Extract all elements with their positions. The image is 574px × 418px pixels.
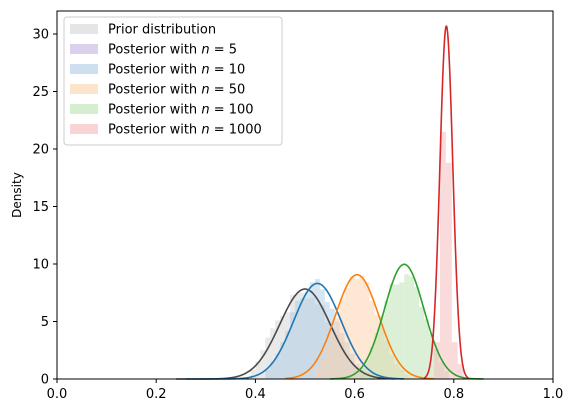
hist-bar-posterior-with-n-50 <box>369 300 375 379</box>
hist-bar-posterior-with-n-50 <box>354 278 360 379</box>
y-tick-label: 20 <box>32 143 49 158</box>
x-tick-label: 0.6 <box>344 387 365 402</box>
legend: Prior distribution Posterior with n = 5 Po… <box>63 16 283 146</box>
x-tick-label: 0.8 <box>443 387 464 402</box>
hist-bar-posterior-with-n-50 <box>324 346 330 379</box>
histogram-layer <box>250 131 464 379</box>
hist-bar-posterior-with-n-100 <box>389 283 395 379</box>
legend-frame <box>63 16 283 146</box>
hist-bar-posterior-with-n-100 <box>369 346 375 379</box>
hist-bar-posterior-with-n-50 <box>319 359 325 379</box>
hist-bar-posterior-with-n-10 <box>319 289 325 379</box>
hist-bar-posterior-with-n-50 <box>349 276 355 379</box>
hist-bar-prior-distribution <box>255 361 261 379</box>
legend-swatch <box>70 64 98 74</box>
legend-entry-label: Posterior with n = 100 <box>108 103 254 118</box>
hist-bar-posterior-with-n-10 <box>314 278 320 379</box>
hist-bar-posterior-with-n-100 <box>374 333 380 379</box>
y-tick-label: 15 <box>32 200 49 215</box>
legend-entry-label: Posterior with n = 50 <box>108 83 245 98</box>
hist-bar-posterior-with-n-100 <box>394 284 400 379</box>
hist-bar-posterior-with-n-1000 <box>445 162 452 379</box>
y-tick-label: 10 <box>32 258 49 273</box>
legend-swatch <box>70 24 98 34</box>
hist-bar-posterior-with-n-50 <box>364 282 370 379</box>
legend-entry-label: Posterior with n = 10 <box>108 63 245 78</box>
x-tick-label: 0.2 <box>146 387 167 402</box>
hist-bar-posterior-with-n-10 <box>305 291 310 379</box>
plot-area-frame <box>56 10 554 380</box>
hist-bar-posterior-with-n-100 <box>364 359 370 379</box>
hist-bar-posterior-with-n-10 <box>309 282 315 379</box>
hist-bar-posterior-with-n-50 <box>334 318 340 379</box>
legend-entry-label: Posterior with n = 5 <box>108 43 237 58</box>
hist-bar-posterior-with-n-50 <box>339 298 345 379</box>
hist-bar-posterior-with-n-1000 <box>439 131 446 379</box>
kde-curve-posterior-with-n-100 <box>329 263 484 380</box>
y-tick-label: 30 <box>32 28 49 43</box>
hist-bar-posterior-with-n-1000 <box>451 342 458 379</box>
hist-bar-prior-distribution <box>260 350 266 379</box>
legend-entry-label: Posterior with n = 1000 <box>108 123 262 138</box>
y-tick-label: 5 <box>41 315 49 330</box>
legend-swatch <box>70 44 98 54</box>
y-axis-label: Density <box>10 172 24 218</box>
hist-bar-posterior-with-n-10 <box>300 298 305 379</box>
hist-bar-prior-distribution <box>270 328 276 379</box>
legend-swatch <box>70 84 98 94</box>
hist-bar-posterior-with-n-50 <box>359 275 365 379</box>
hist-bar-posterior-with-n-10 <box>295 300 301 379</box>
hist-bar-posterior-with-n-100 <box>424 319 429 379</box>
hist-bar-posterior-with-n-100 <box>404 274 410 379</box>
y-tick-label: 25 <box>32 85 49 100</box>
y-tick-label: 0 <box>41 373 49 388</box>
hist-bar-posterior-with-n-10 <box>280 342 286 379</box>
hist-bar-posterior-with-n-100 <box>399 282 405 379</box>
y-axis-ticks: 0 5 10 15 20 25 30 <box>32 28 57 388</box>
hist-bar-posterior-with-n-10 <box>270 361 276 379</box>
hist-bar-posterior-with-n-50 <box>329 333 335 379</box>
x-tick-label: 1.0 <box>543 387 564 402</box>
legend-swatch <box>70 104 98 114</box>
hist-bar-posterior-with-n-10 <box>324 301 330 379</box>
x-tick-label: 0.0 <box>47 387 68 402</box>
hist-bar-posterior-with-n-10 <box>285 330 291 379</box>
hist-bar-posterior-with-n-100 <box>359 367 365 379</box>
hist-bar-prior-distribution <box>275 320 281 379</box>
hist-bar-posterior-with-n-1000 <box>457 364 464 379</box>
hist-bar-posterior-with-n-10 <box>290 312 296 379</box>
kde-curve-posterior-with-n-50 <box>285 273 435 380</box>
hist-bar-posterior-with-n-100 <box>379 315 385 379</box>
hist-bar-posterior-with-n-100 <box>414 287 420 379</box>
hist-bar-posterior-with-n-100 <box>419 306 425 379</box>
hist-bar-posterior-with-n-10 <box>265 369 271 379</box>
hist-bar-posterior-with-n-10 <box>275 353 281 379</box>
hist-bar-posterior-with-n-1000 <box>433 342 440 379</box>
legend-swatch <box>70 124 98 134</box>
kde-curve-posterior-with-n-1000 <box>423 25 470 379</box>
x-tick-label: 0.4 <box>245 387 266 402</box>
legend-entry-label: Prior distribution <box>108 23 216 38</box>
hist-bar-prior-distribution <box>250 369 256 379</box>
hist-bar-posterior-with-n-50 <box>314 367 320 379</box>
hist-bar-prior-distribution <box>265 337 271 379</box>
x-axis-ticks: 0.0 0.2 0.4 0.6 0.8 1.0 <box>47 379 564 402</box>
hist-bar-posterior-with-n-100 <box>409 276 415 379</box>
